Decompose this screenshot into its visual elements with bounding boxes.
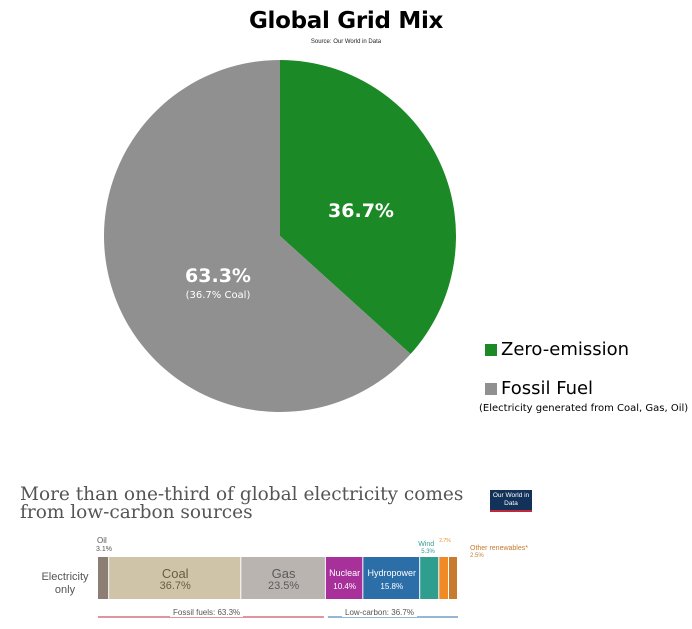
bar-value-solar: 2.7% [439,538,451,544]
bar-label-wind: Wind [418,541,435,548]
bar-segment-nuclear [325,557,363,599]
chart-source: Source: Our World in Data [310,39,382,45]
legend-item-zero-emission: Zero-emission [485,339,629,360]
legend-swatch-zero-emission [485,343,497,356]
legend-item-fossil-fuel: Fossil Fuel [485,378,593,399]
bar-segment-wind [420,557,439,599]
bar-value-coal: 36.7% [159,580,191,592]
embedded-chart-title: More than one-third of global electricit… [20,484,464,523]
slice-label-zero-emission: 36.7% [328,200,394,222]
group-label-fossil-fuels: Fossil fuels: 63.3% [170,608,244,617]
bar-value-gas: 23.5% [267,580,300,592]
slice-label-fossil-fuel: 63.3% [185,265,251,287]
bar-label-hydropower: Hydropower [367,568,417,578]
bar-label-oil: Oil [97,536,107,545]
bar-label-other-renewables: Other renewables* [470,545,528,552]
bar-segment-oil [98,557,109,599]
bar-segment-hydropower [363,557,420,599]
owid-logo: Our World in Data [490,490,532,512]
bar-value-hydropower: 15.8% [380,582,404,591]
bar-segment-coal [109,557,241,599]
bar-value-oil: 3.1% [96,546,112,553]
bar-segment-gas [241,557,325,599]
bar-label-coal: Coal [161,566,189,581]
bar-segment-solar [439,557,448,599]
bar-value-other-renewables: 2.5% [470,553,484,559]
legend-note-fossil-fuel: (Electricity generated from Coal, Gas, O… [479,403,689,414]
bar-segment-other-renewables [449,557,457,599]
pie-slice-zero-emission [280,60,457,355]
slice-sublabel-fossil-fuel: (36.7% Coal) [185,290,251,301]
bar-label-nuclear: Nuclear [329,568,361,578]
legend-label-fossil-fuel: Fossil Fuel [501,378,594,399]
legend-swatch-fossil-fuel [485,382,497,395]
legend-label-zero-emission: Zero-emission [501,339,630,360]
group-label-low-carbon: Low-carbon: 36.7% [342,608,417,617]
bar-category-label: Electricity only [41,571,89,596]
pie-slice-fossil-fuel [104,60,411,412]
bar-value-nuclear: 10.4% [333,582,356,591]
bar-label-gas: Gas [271,566,296,581]
bar-value-wind: 5.3% [421,549,435,555]
chart-title: Global Grid Mix [248,8,444,34]
